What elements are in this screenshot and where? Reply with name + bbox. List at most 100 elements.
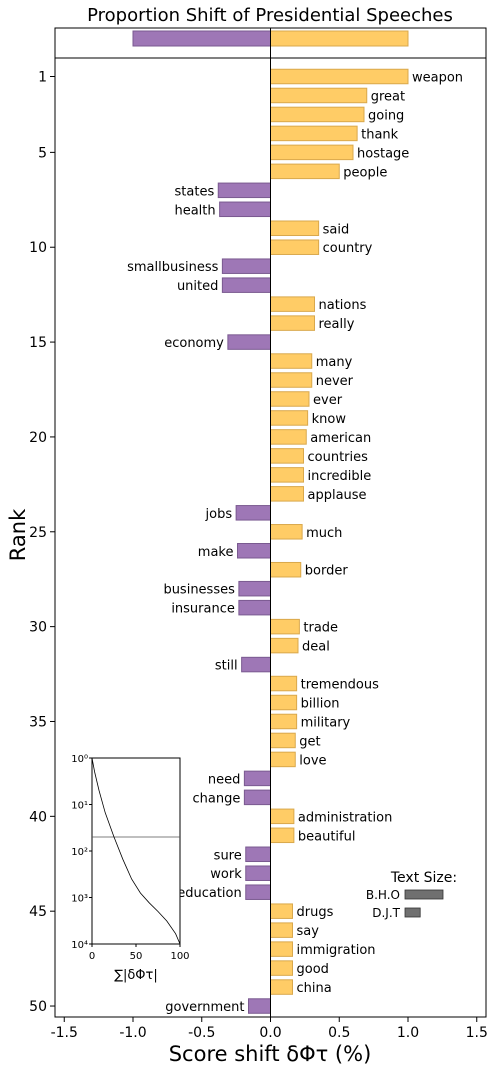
bar-label-great: great (371, 89, 405, 104)
bar-states (218, 183, 270, 198)
bar-administration (271, 809, 294, 824)
bar-american (271, 430, 307, 445)
bar-health (220, 202, 271, 217)
bar-label-many: many (316, 355, 353, 370)
y-tick-label-5: 5 (38, 145, 47, 161)
bar-beautiful (271, 828, 294, 843)
x-tick-label: 0.0 (259, 1025, 281, 1041)
bar-label-jobs: jobs (205, 507, 233, 522)
bar-label-really: really (319, 317, 355, 332)
x-tick-label: -0.5 (188, 1025, 215, 1041)
x-axis-label: Score shift δΦτ (%) (169, 1042, 372, 1066)
y-tick-label-50: 50 (29, 999, 47, 1015)
bar-label-american: american (310, 431, 371, 446)
bar-trade (271, 619, 300, 634)
bar-china (271, 980, 293, 995)
bar-label-smallbusiness: smallbusiness (127, 260, 219, 275)
bar-label-need: need (208, 772, 241, 787)
x-tick-label: 1.0 (397, 1025, 419, 1041)
bar-hostage (271, 145, 354, 160)
inset-x-tick-label: 50 (130, 951, 143, 962)
bar-label-said: said (323, 222, 350, 237)
bar-label-applause: applause (308, 488, 367, 503)
bar-label-economy: economy (164, 336, 224, 351)
bar-label-sure: sure (214, 848, 242, 863)
chart-title: Proportion Shift of Presidential Speeche… (87, 5, 453, 26)
bar-drugs (271, 904, 293, 919)
inset-x-tick-label: 0 (89, 951, 95, 962)
bar-make (238, 544, 271, 559)
bar-label-say: say (297, 924, 320, 939)
bar-nations (271, 297, 315, 312)
bar-label-work: work (210, 867, 242, 882)
y-tick-label-45: 45 (29, 904, 47, 920)
y-tick-label-10: 10 (29, 240, 47, 256)
bar-label-nations: nations (319, 298, 367, 313)
bar-label-people: people (343, 165, 387, 180)
bar-know (271, 411, 308, 426)
inset-y-tick-label: 10¹ (71, 801, 88, 812)
y-tick-label-15: 15 (29, 335, 47, 351)
bar-weapon (271, 69, 409, 84)
bar-label-much: much (306, 526, 342, 541)
bar-never (271, 373, 312, 388)
bar-military (271, 714, 297, 729)
bar-label-businesses: businesses (163, 583, 235, 598)
bar-label-drugs: drugs (297, 905, 334, 920)
bar-label-immigration: immigration (297, 943, 376, 958)
text-size-label: B.H.O (366, 888, 400, 902)
text-size-label: D.J.T (372, 906, 400, 920)
inset-x-axis-label: ∑|δΦτ| (114, 968, 158, 983)
bar-good (271, 961, 293, 976)
inset-y-tick-label: 10⁴ (71, 940, 88, 951)
bar-label-insurance: insurance (171, 602, 235, 617)
y-tick-label-20: 20 (29, 430, 47, 446)
text-size-legend: Text Size: B.H.O D.J.T (366, 870, 457, 920)
bar-still (242, 657, 271, 672)
bar-many (271, 354, 312, 369)
bar-countries (271, 449, 304, 464)
inset-y-tick-label: 10² (71, 847, 88, 858)
bar-label-thank: thank (361, 127, 399, 142)
bar-label-united: united (177, 279, 218, 294)
bar-billion (271, 695, 297, 710)
bar-label-border: border (305, 564, 349, 579)
bar-label-deal: deal (302, 640, 330, 655)
bar-sure (246, 847, 271, 862)
bar-label-military: military (301, 715, 351, 730)
bar-economy (228, 335, 271, 350)
inset-y-tick-label: 10⁰ (71, 754, 88, 765)
bar-label-trade: trade (303, 621, 338, 636)
bar-label-change: change (193, 791, 241, 806)
bar-education (246, 885, 271, 900)
bar-people (271, 164, 340, 179)
bar-border (271, 562, 301, 577)
bar-government (249, 999, 271, 1014)
bar-ever (271, 392, 310, 407)
bar-insurance (239, 600, 271, 615)
bar-going (271, 107, 365, 122)
bar-label-ever: ever (313, 393, 343, 408)
y-axis-label: Rank (6, 508, 30, 561)
bar-label-know: know (312, 412, 347, 427)
bar-label-china: china (297, 981, 332, 996)
bar-label-still: still (215, 659, 238, 674)
y-tick-label-35: 35 (29, 714, 47, 730)
bar-label-education: education (177, 886, 242, 901)
bar-really (271, 316, 315, 331)
bar-country (271, 240, 319, 255)
text-size-bar (405, 908, 420, 917)
bar-change (244, 790, 270, 805)
bar-label-make: make (198, 545, 234, 560)
text-size-title: Text Size: (390, 870, 457, 886)
bar-businesses (239, 581, 271, 596)
bar-label-tremendous: tremendous (301, 678, 380, 693)
bar-label-incredible: incredible (308, 469, 372, 484)
bar-say (271, 923, 293, 938)
x-tick-label: -1.5 (51, 1025, 78, 1041)
bar-label-weapon: weapon (412, 71, 463, 86)
bar-much (271, 525, 303, 540)
x-tick-label: -1.0 (119, 1025, 146, 1041)
bar-said (271, 221, 319, 236)
